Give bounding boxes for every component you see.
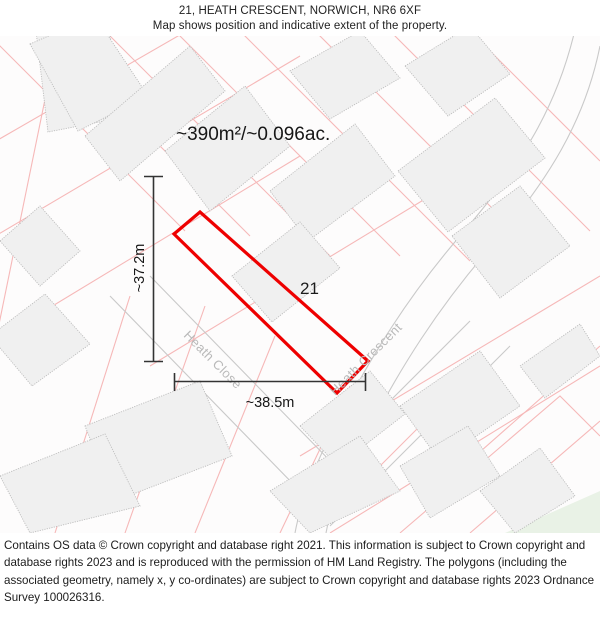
property-map[interactable]: Heath Close Heath Crescent ~390m²/~0.096… xyxy=(0,36,600,533)
copyright-text: Contains OS data © Crown copyright and d… xyxy=(4,539,595,605)
dimension-label-vertical: ~37.2m xyxy=(132,244,148,293)
dimension-label-horizontal: ~38.5m xyxy=(246,395,295,411)
property-boundary-polygon[interactable] xyxy=(171,209,371,396)
house-number-label: 21 xyxy=(300,279,319,298)
page-subtitle: Map shows position and indicative extent… xyxy=(152,20,448,32)
building-footprints xyxy=(0,36,600,533)
map-header: 21, HEATH CRESCENT, NORWICH, NR6 6XF Map… xyxy=(0,0,600,36)
dimension-rulers xyxy=(144,175,367,391)
area-label: ~390m²/~0.096ac. xyxy=(176,124,330,145)
map-footer: Contains OS data © Crown copyright and d… xyxy=(0,533,600,625)
page-title: 21, HEATH CRESCENT, NORWICH, NR6 6XF xyxy=(178,5,422,17)
map-canvas[interactable]: Heath Close Heath Crescent ~390m²/~0.096… xyxy=(0,36,600,533)
